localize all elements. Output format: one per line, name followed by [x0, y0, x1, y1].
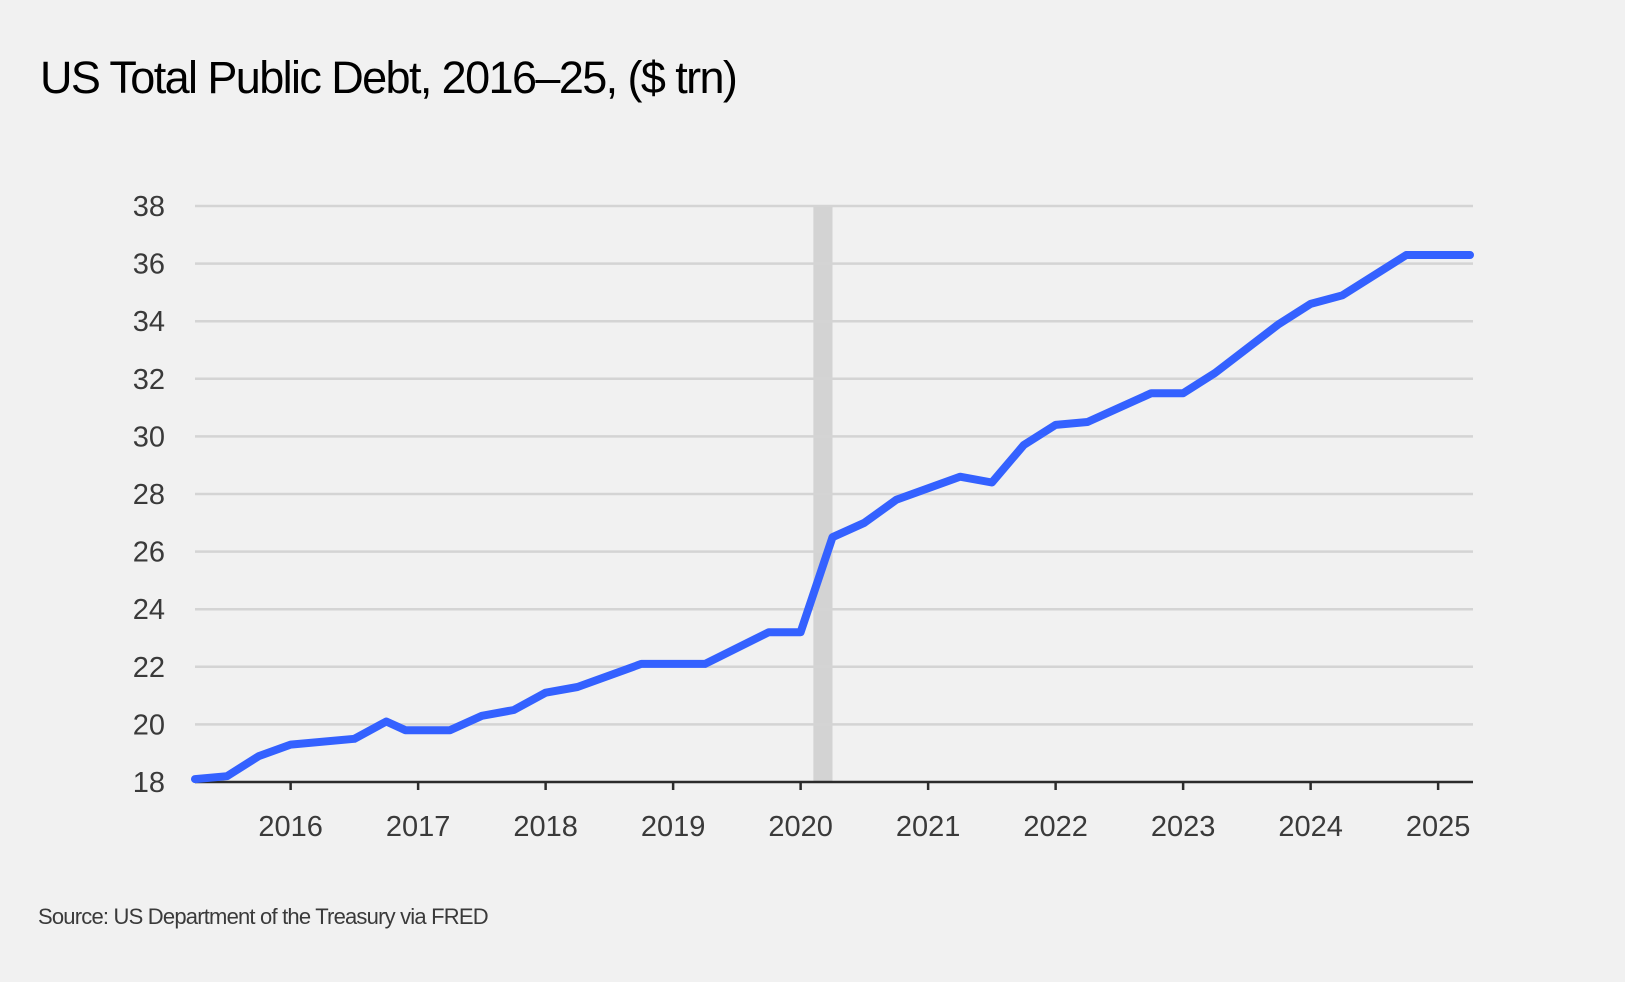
chart-title: US Total Public Debt, 2016–25, ($ trn) — [40, 52, 738, 103]
y-tick-label: 24 — [133, 594, 165, 626]
y-tick-label: 26 — [133, 537, 165, 569]
y-tick-label: 34 — [133, 306, 165, 338]
y-tick-label: 30 — [133, 421, 165, 453]
x-axis-tick-labels: 2016 2017 2018 2019 2020 2021 2022 2023 2024 2025 — [258, 811, 1470, 843]
y-axis-tick-labels: 18 20 22 24 26 28 30 32 34 36 38 — [133, 191, 165, 799]
y-tick-label: 20 — [133, 709, 165, 741]
y-tick-label: 32 — [133, 364, 165, 396]
x-tick-label: 2016 — [258, 811, 323, 843]
x-axis — [195, 780, 1473, 790]
x-tick-label: 2022 — [1023, 811, 1088, 843]
source-note: Source: US Department of the Treasury vi… — [38, 904, 489, 929]
x-tick-label: 2024 — [1278, 811, 1343, 843]
debt-series-line — [191, 251, 1474, 784]
x-tick-label: 2021 — [896, 811, 961, 843]
gridlines — [195, 204, 1473, 726]
x-tick-label: 2018 — [513, 811, 578, 843]
x-tick-label: 2020 — [768, 811, 833, 843]
series-line-layer — [191, 251, 1474, 784]
y-tick-label: 28 — [133, 479, 165, 511]
y-tick-label: 36 — [133, 249, 165, 281]
x-tick-label: 2025 — [1406, 811, 1471, 843]
y-tick-label: 38 — [133, 191, 165, 223]
x-tick-label: 2019 — [641, 811, 706, 843]
y-tick-label: 18 — [133, 767, 165, 799]
x-tick-label: 2023 — [1151, 811, 1216, 843]
x-tick-label: 2017 — [386, 811, 451, 843]
y-tick-label: 22 — [133, 652, 165, 684]
